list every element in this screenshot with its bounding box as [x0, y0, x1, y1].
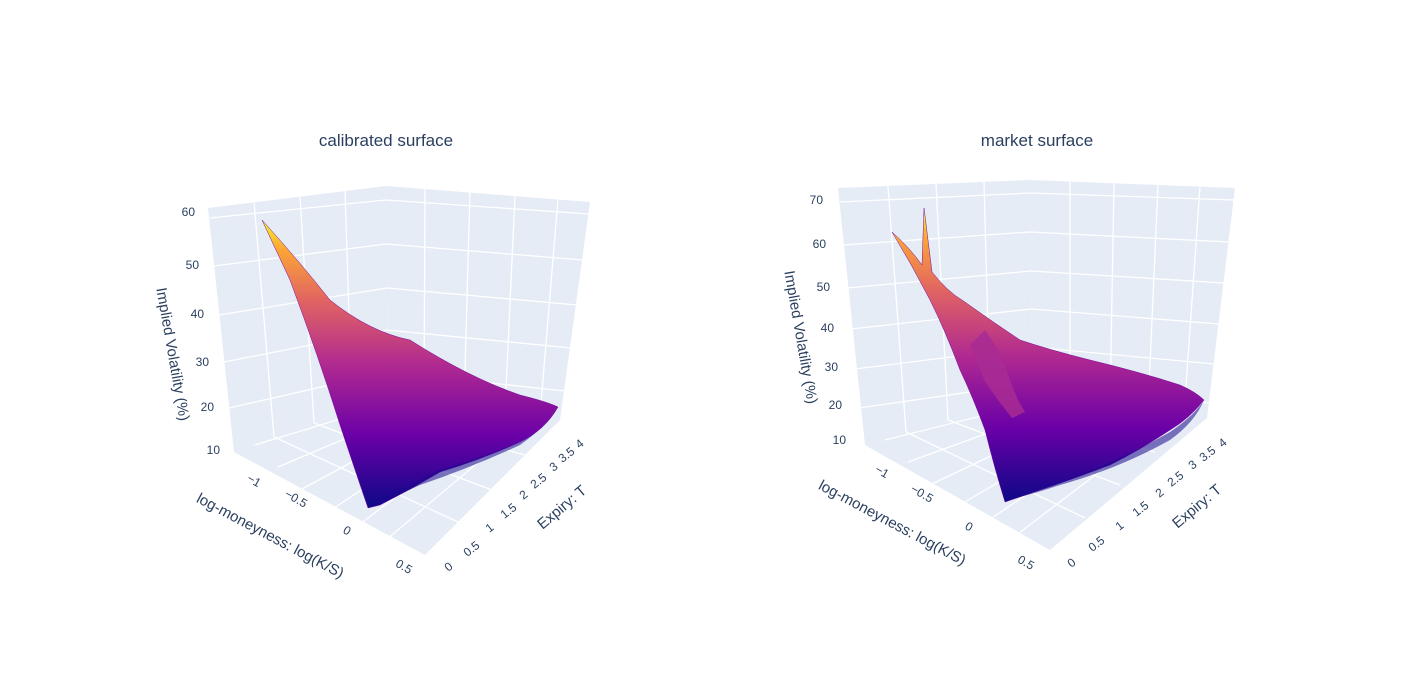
z-tick: 20	[201, 400, 215, 414]
chart-title: calibrated surface	[319, 131, 453, 150]
z-tick: 60	[182, 205, 196, 219]
z-tick: 30	[196, 355, 210, 369]
y-tick: 0.5	[461, 538, 483, 560]
y-tick: 4	[573, 436, 587, 451]
chart-title: market surface	[981, 131, 1093, 150]
x-tick: −0.5	[908, 482, 936, 506]
iv-surface[interactable]	[891, 207, 1205, 503]
z-tick: 60	[813, 237, 827, 251]
y-tick: 2	[517, 487, 531, 502]
y-tick: 2.5	[1165, 468, 1187, 490]
y-tick: 1.5	[1130, 498, 1152, 520]
iv-surface-spikes	[970, 330, 1025, 418]
z-axis-title: Implied Volatility (%)	[780, 269, 820, 405]
y-tick: 2.5	[528, 470, 550, 492]
x-axis-title: log-moneyness: log(K/S)	[194, 490, 347, 582]
z-tick: 10	[207, 443, 221, 457]
x-tick: 0	[341, 523, 354, 539]
x-tick: 0.5	[393, 556, 415, 577]
z-axis-title: Implied Volatility (%)	[152, 286, 192, 422]
x-tick: −1	[245, 471, 264, 490]
z-tick: 20	[829, 398, 843, 412]
z-tick: 50	[817, 280, 831, 294]
x-tick: 0.5	[1015, 552, 1037, 573]
y-tick: 0.5	[1086, 533, 1108, 555]
y-tick: 3	[1186, 457, 1200, 472]
z-tick: 30	[825, 360, 839, 374]
scene-market[interactable]: market surface	[780, 131, 1235, 573]
y-tick: 1	[483, 520, 497, 535]
y-axis-title: Expiry: T	[534, 482, 590, 533]
y-tick: 0	[1065, 555, 1079, 570]
x-tick: −1	[873, 462, 892, 481]
z-tick: 50	[186, 258, 200, 272]
y-tick: 1.5	[498, 500, 520, 522]
y-tick: 3	[547, 459, 561, 474]
scene-calibrated[interactable]: calibrated surface	[152, 131, 590, 582]
z-tick: 10	[833, 433, 847, 447]
x-axis-title: log-moneyness: log(K/S)	[816, 477, 969, 569]
y-tick: 4	[1216, 435, 1230, 450]
iv-surface-shadow	[368, 407, 558, 508]
y-tick: 0	[442, 559, 456, 574]
y-tick: 1	[1113, 518, 1127, 533]
z-tick: 70	[810, 193, 824, 207]
x-tick: 0	[963, 519, 976, 535]
y-tick: 2	[1153, 485, 1167, 500]
z-tick: 40	[821, 321, 835, 335]
y-tick: 3.5	[556, 444, 578, 466]
y-axis-title: Expiry: T	[1169, 481, 1225, 532]
z-tick: 40	[191, 307, 205, 321]
y-tick: 3.5	[1197, 443, 1219, 465]
